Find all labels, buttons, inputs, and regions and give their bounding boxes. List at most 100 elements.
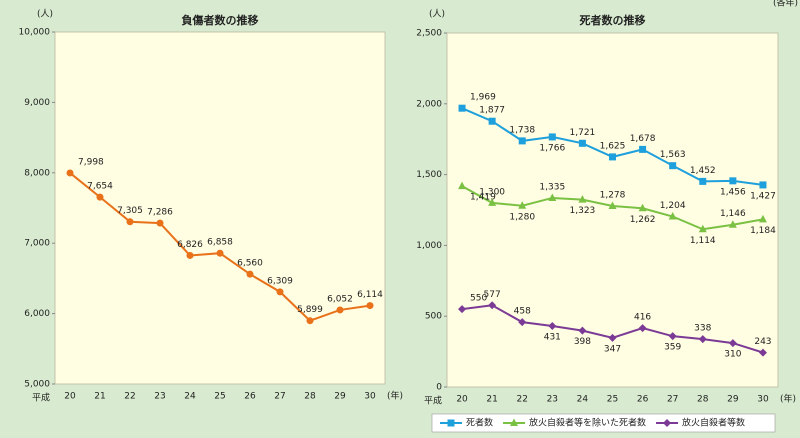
point	[336, 306, 344, 314]
point	[728, 220, 737, 228]
data-label: 7,654	[87, 182, 113, 192]
point	[548, 193, 557, 201]
x-tick-label: 27	[274, 392, 285, 402]
y-tick-label: 1,500	[416, 170, 442, 180]
data-label: 1,419	[470, 193, 496, 203]
point	[698, 224, 707, 233]
data-label: 1,766	[539, 143, 565, 153]
data-label: 577	[484, 290, 501, 300]
point	[156, 219, 164, 227]
point	[510, 418, 519, 426]
data-label: 1,678	[630, 134, 656, 144]
point	[758, 348, 767, 357]
point	[638, 203, 647, 212]
plot-area	[54, 31, 386, 385]
point	[729, 177, 737, 185]
data-label: 398	[574, 337, 591, 347]
x-tick-label: 21	[94, 392, 105, 402]
x-tick-label: 26	[637, 395, 649, 405]
point	[518, 137, 526, 145]
data-label: 1,452	[690, 166, 716, 176]
point	[578, 139, 586, 147]
x-tick-label: 30	[757, 395, 769, 405]
x-tick-label: 23	[154, 392, 165, 402]
x-tick-label: 23	[547, 395, 558, 405]
data-label: 1,262	[630, 215, 656, 225]
point	[669, 162, 677, 170]
data-label: 1,969	[470, 93, 496, 103]
y-tick-label: 10,000	[19, 28, 51, 38]
y-tick-label: 2,000	[416, 99, 442, 109]
point	[548, 321, 557, 330]
data-label: 1,456	[720, 187, 746, 197]
data-label: 7,286	[147, 208, 173, 218]
data-label: 1,280	[509, 212, 535, 222]
data-label: 1,563	[660, 150, 686, 160]
data-label: 1,427	[750, 191, 776, 201]
data-label: 6,826	[177, 240, 203, 250]
point	[488, 117, 496, 125]
x-tick-label: 24	[577, 395, 589, 405]
data-label: 243	[754, 337, 771, 347]
point	[699, 177, 707, 185]
x-tick-label: 20	[64, 392, 76, 402]
data-label: 1,300	[479, 187, 505, 197]
data-label: 7,305	[117, 206, 143, 216]
data-label: 6,114	[357, 290, 383, 300]
legend-label: 放火自殺者等数	[682, 417, 745, 429]
y-tick-label: 8,000	[24, 168, 50, 178]
point	[668, 332, 677, 341]
point	[66, 169, 74, 177]
point	[758, 214, 767, 223]
legend	[431, 413, 776, 433]
data-label: 1,721	[570, 128, 596, 138]
x-tick-label: 29	[727, 395, 739, 405]
x-suffix: (年)	[387, 390, 403, 402]
point	[126, 218, 134, 226]
data-label: 431	[544, 332, 561, 342]
point	[663, 419, 672, 427]
data-label: 6,560	[237, 259, 263, 269]
x-tick-label: 30	[364, 392, 376, 402]
point	[698, 335, 707, 344]
data-label: 5,899	[297, 305, 323, 315]
legend-label: 放火自殺者等を除いた死者数	[529, 417, 646, 429]
plot-area	[446, 32, 779, 388]
y-tick-label: 9,000	[24, 98, 50, 108]
x-tick-label: 26	[244, 392, 256, 402]
point	[458, 104, 466, 112]
point	[276, 288, 284, 296]
point	[608, 333, 617, 342]
data-label: 550	[470, 294, 487, 304]
chart-title: 死者数の推移	[580, 13, 646, 27]
point	[366, 302, 374, 310]
x-suffix: (年)	[780, 393, 796, 405]
y-tick-label: 5,000	[24, 380, 50, 390]
point	[609, 153, 616, 161]
y-tick-label: 1,000	[416, 241, 442, 251]
data-label: 1,146	[720, 209, 746, 219]
point	[668, 212, 677, 220]
data-label: 1,323	[570, 206, 596, 216]
y-tick-label: 6,000	[24, 309, 50, 319]
data-label: 1,278	[600, 191, 626, 201]
y-tick-label: 7,000	[24, 239, 50, 249]
x-tick-label: 24	[184, 392, 196, 402]
data-label: 1,114	[690, 236, 716, 246]
x-tick-label: 28	[697, 395, 709, 405]
data-label: 6,858	[207, 238, 233, 248]
point	[447, 419, 455, 427]
unit-label: (人)	[37, 9, 53, 20]
x-tick-label: 25	[607, 395, 618, 405]
point	[608, 201, 617, 210]
data-label: 338	[694, 324, 711, 334]
point	[638, 324, 647, 333]
legend-label: 死者数	[466, 417, 493, 429]
x-tick-label: 21	[486, 395, 497, 405]
chart-title: 負傷者数の推移	[182, 13, 259, 27]
x-tick-label: 22	[517, 395, 528, 405]
x-tick-label: 22	[124, 392, 135, 402]
point	[216, 249, 224, 257]
data-label: 310	[724, 350, 741, 360]
